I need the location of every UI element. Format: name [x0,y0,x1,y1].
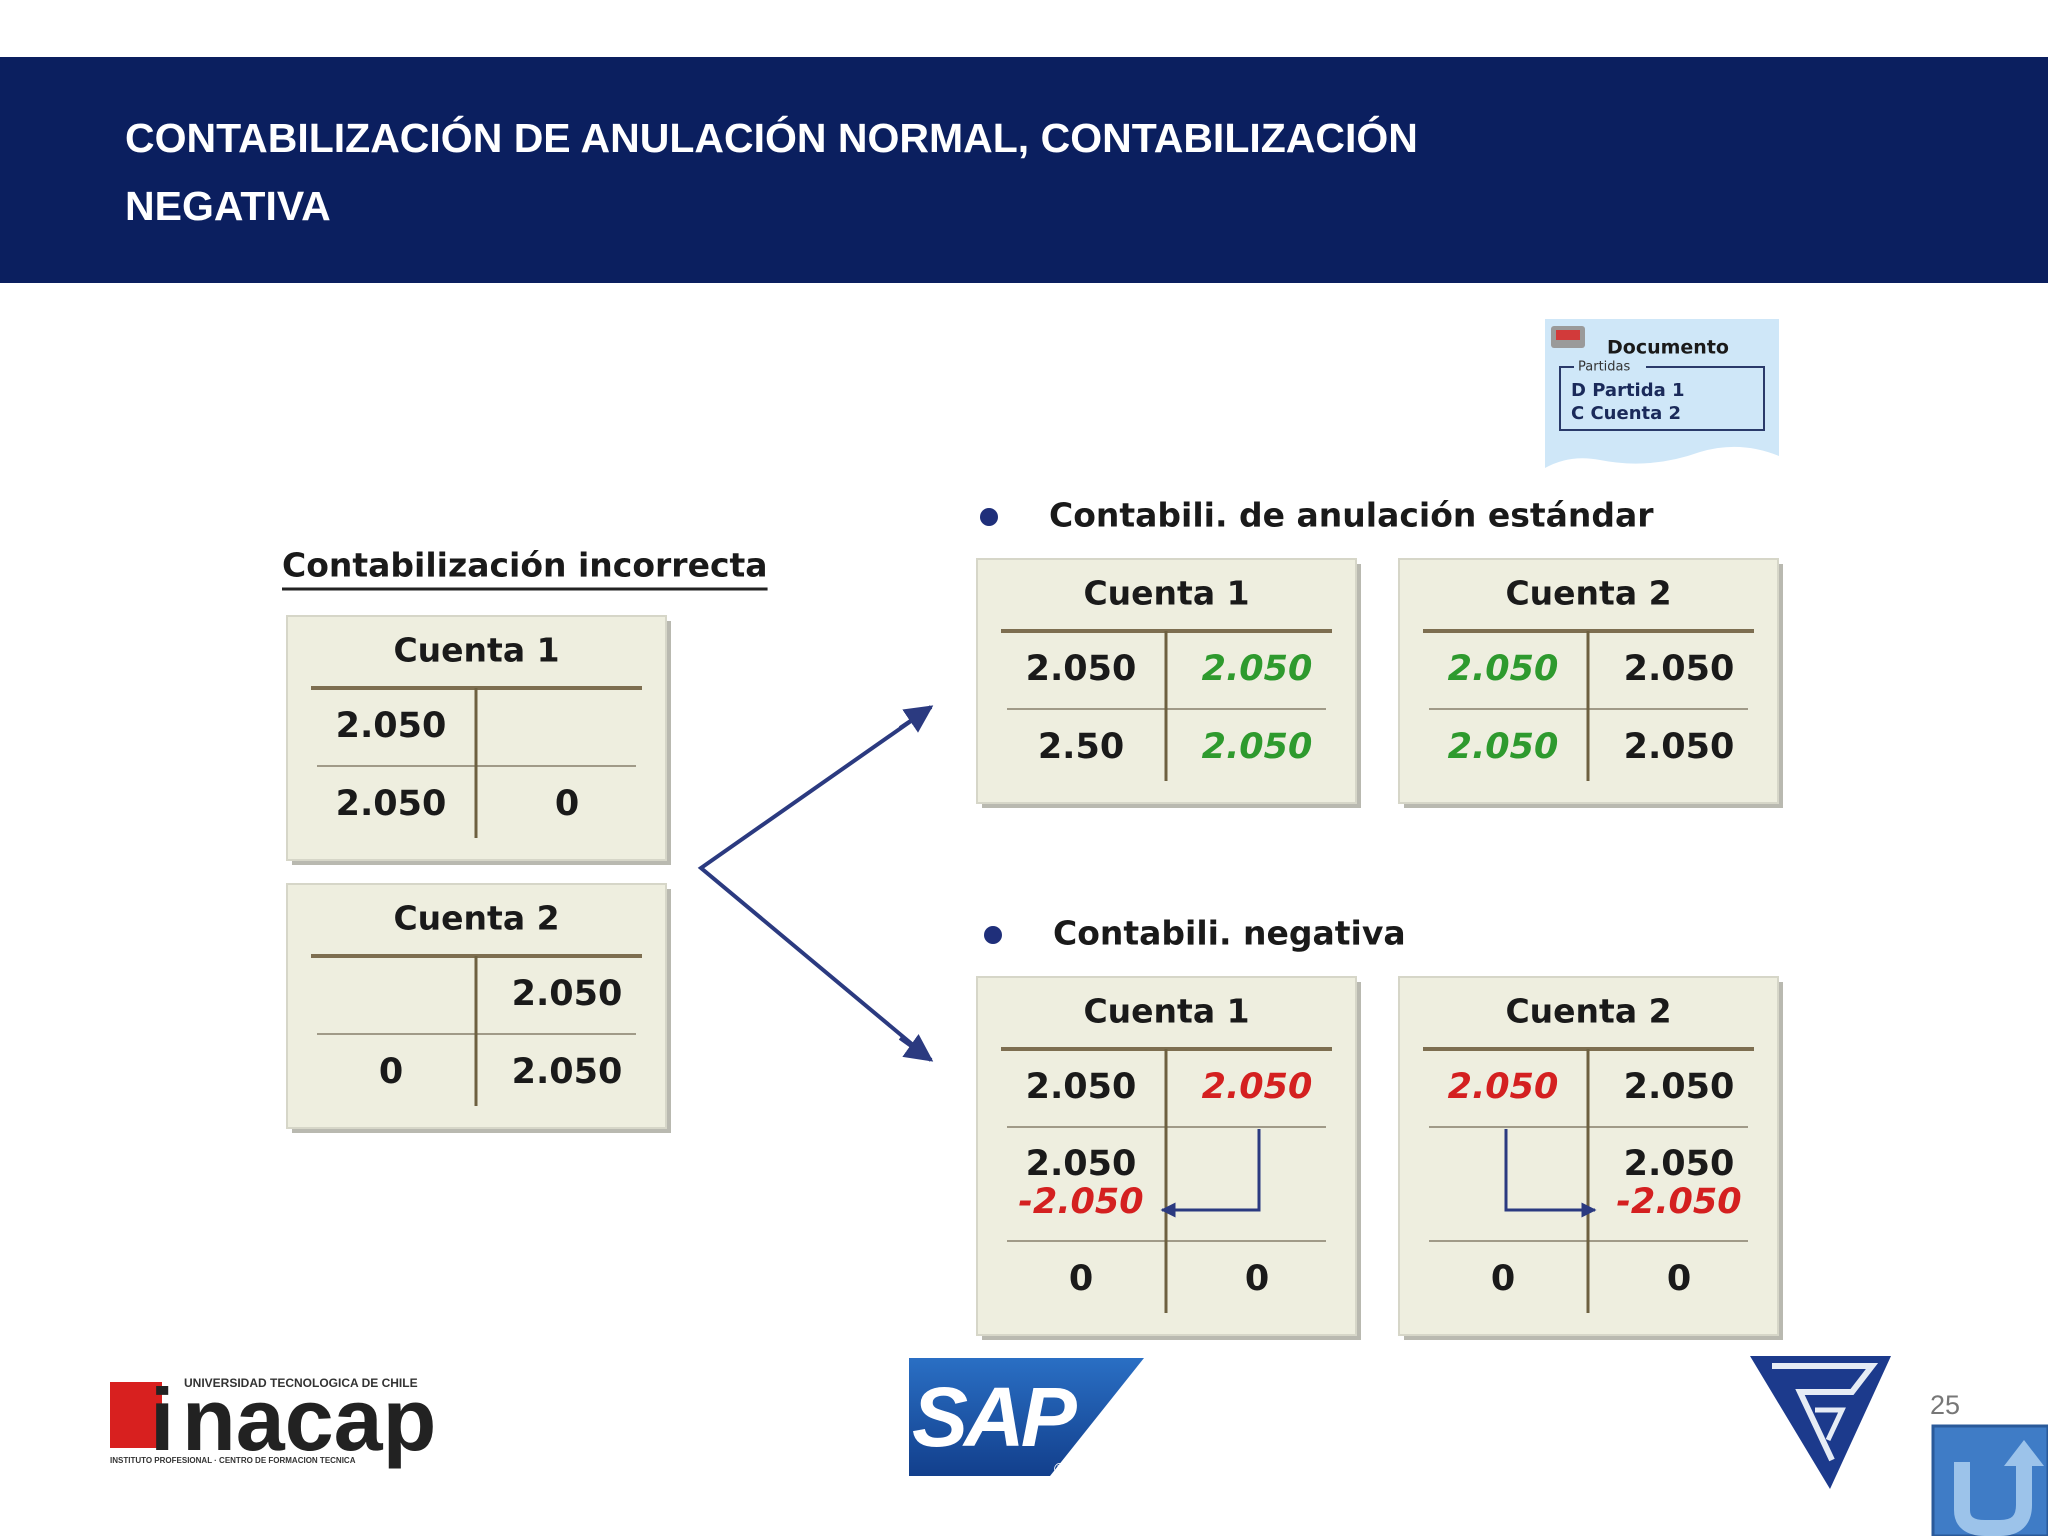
document-frame [1559,366,1765,431]
connectors [1160,1129,1597,1218]
account-amount: 0 [1245,1259,1269,1299]
account-amount: 2.050 [1202,649,1313,689]
document-icon [1556,330,1580,340]
account-amount: 2.050 [1624,1067,1735,1107]
account-amount: 2.050 [1202,1067,1313,1107]
section-heading: Contabili. negativa [1053,914,1406,953]
account-amount: -2.050 [1616,1182,1741,1222]
account-amount: 2.050 [512,1052,623,1092]
account-amount: 0 [1667,1259,1691,1299]
logo-text: nacap [182,1370,436,1469]
account-amount: 2.050 [1448,1067,1559,1107]
account-amount: 2.050 [1202,727,1313,767]
section-heading: Contabilización incorrecta [282,546,768,585]
account-amount: 2.50 [1038,727,1124,767]
logo-text: UNIVERSIDAD TECNOLOGICA DE CHILE [184,1376,418,1390]
arrow-head [898,1033,934,1062]
page-number: 25 [1930,1390,1960,1420]
account-amount: 2.050 [336,784,447,824]
logo-block [110,1382,162,1448]
inacap-logo: UNIVERSIDAD TECNOLOGICA DE CHILE i nacap… [110,1370,436,1469]
connector-arrow [1504,1129,1597,1218]
connector-arrow [1160,1129,1261,1218]
account-amount: 2.050 [1026,649,1137,689]
back-button-icon[interactable] [1954,1462,2032,1536]
account-title: Cuenta 1 [393,631,559,670]
logo-text: i [150,1370,174,1469]
slide-title: NEGATIVA [125,183,331,229]
slide-title: CONTABILIZACIÓN DE ANULACIÓN NORMAL, CON… [125,115,1418,161]
back-button-icon[interactable] [2004,1440,2044,1466]
bullet [980,508,998,526]
document-box: Documento Partidas D Partida 1 C Cuenta … [1545,319,1779,468]
account-title: Cuenta 2 [1505,574,1671,613]
account-title: Cuenta 2 [393,899,559,938]
account-amount: 0 [555,784,579,824]
header-band [0,57,2048,283]
document-group: Partidas [1578,360,1630,375]
account-amount: 2.050 [1624,1144,1735,1184]
account-title: Cuenta 1 [1083,574,1249,613]
account-amount: 0 [1491,1259,1515,1299]
logo-shape [1750,1356,1891,1489]
account-amount: -2.050 [1018,1182,1143,1222]
document-line: C Cuenta 2 [1571,403,1681,424]
logo-shape [909,1358,1144,1476]
logo-text: INSTITUTO PROFESIONAL · CENTRO DE FORMAC… [110,1456,356,1465]
account-amount: 2.050 [1448,727,1559,767]
arrow-head [898,705,934,733]
document-frame-gap [1574,360,1646,374]
account-amount: 2.050 [1624,727,1735,767]
triangle-logo [1750,1356,1891,1489]
logo-text: SAP [912,1370,1078,1464]
logo-shape [1815,1407,1846,1442]
back-button[interactable] [1931,1424,2048,1536]
logo-shape [1772,1363,1879,1462]
logo-text: ® [1052,1460,1068,1479]
account-amount: 0 [1069,1259,1093,1299]
account-amount: 2.050 [1624,649,1735,689]
account-amount: 2.050 [1026,1067,1137,1107]
sap-logo: SAP ® [909,1358,1144,1479]
account-amount: 2.050 [1448,649,1559,689]
document-line: D Partida 1 [1571,380,1685,401]
section-heading: Contabili. de anulación estándar [1049,496,1654,535]
document-title: Documento [1607,337,1729,359]
account-amount: 2.050 [512,974,623,1014]
bullet [984,926,1002,944]
branch-arrow [697,705,933,1062]
account-title: Cuenta 2 [1505,992,1671,1031]
account-title: Cuenta 1 [1083,992,1249,1031]
account-amount: 0 [379,1052,403,1092]
account-amount: 2.050 [1026,1144,1137,1184]
accounts: Cuenta 1 2.050 2.050 0 Cuenta 2 2.050 0 2.050 Cu… [286,558,1783,1340]
account-amount: 2.050 [336,706,447,746]
